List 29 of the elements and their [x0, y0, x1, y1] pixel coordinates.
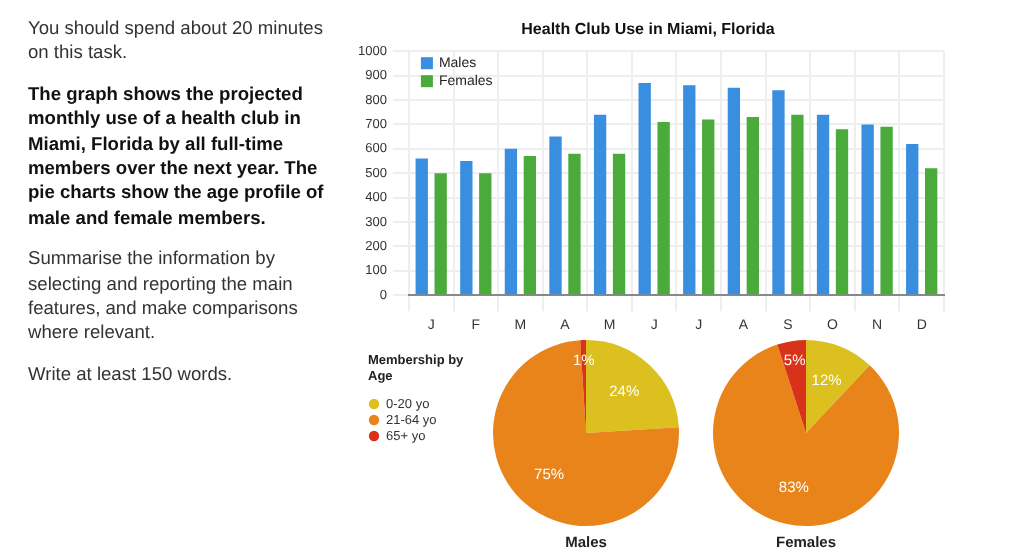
bar [702, 119, 715, 295]
bar [479, 173, 492, 295]
bar [835, 129, 849, 295]
bar [683, 85, 696, 295]
bar [434, 173, 447, 295]
bar [906, 143, 919, 295]
bar [657, 121, 670, 295]
bar [612, 153, 626, 295]
bar [568, 153, 581, 295]
bar [638, 82, 651, 295]
bar [593, 114, 607, 295]
bar [549, 136, 562, 295]
chart-title: Health Club Use in Miami, Florida [521, 20, 776, 39]
bar [460, 161, 473, 295]
bar [861, 124, 874, 295]
text: Summarise the information by selecting and reporting the main features, and make comparisons where relevant. [28, 246, 300, 346]
text: Write at least 150 words. [28, 361, 235, 387]
text: You should spend about 20 minutes on this task. [28, 16, 325, 66]
bar [880, 126, 893, 295]
bar [415, 158, 428, 295]
bar [523, 156, 537, 295]
bar [772, 90, 785, 295]
bar [727, 87, 741, 295]
bar [816, 114, 830, 295]
bar [746, 117, 759, 295]
text: The graph shows the projected monthly use of a health club in Miami, Florida by all full-time members over the next year. The pie charts show the age profile of male and female members. [28, 81, 326, 231]
bar [925, 168, 938, 295]
bar [791, 114, 804, 295]
bar [504, 148, 518, 295]
